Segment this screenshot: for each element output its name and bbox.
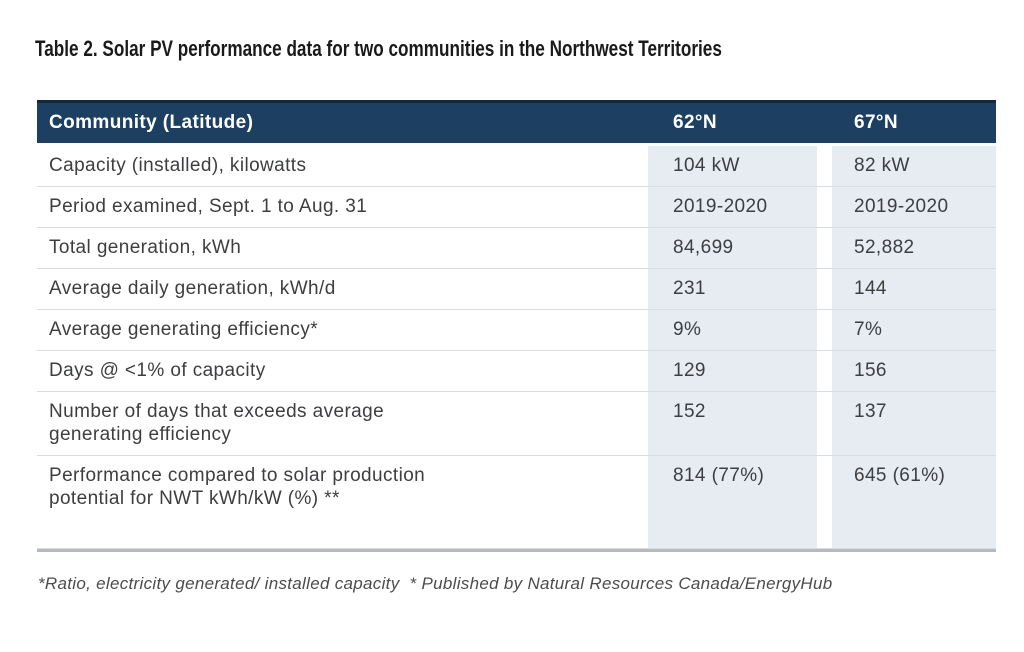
column-gap: [817, 228, 832, 268]
column-gap: [817, 187, 832, 227]
header-community-latitude: Community (Latitude): [49, 112, 254, 133]
table-row-days-below-capacity: Days @ <1% of capacity 129 156: [37, 351, 996, 392]
table-row-period: Period examined, Sept. 1 to Aug. 31 2019…: [37, 187, 996, 228]
table-caption: Table 2. Solar PV performance data for t…: [35, 36, 1024, 61]
row-value-62n: 814 (77%): [648, 456, 817, 548]
column-gap: [817, 146, 832, 186]
row-label: Number of days that exceeds average gene…: [49, 401, 385, 445]
row-label: Average daily generation, kWh/d: [49, 278, 336, 299]
row-value-62n: 104 kW: [648, 146, 817, 186]
row-value-67n: 645 (61%): [832, 456, 996, 548]
solar-pv-table: Community (Latitude) 62°N 67°N Capacity …: [37, 100, 996, 552]
row-value-62n: 129: [648, 351, 817, 391]
header-col-67n: 67°N: [854, 112, 899, 133]
table-row-total-generation: Total generation, kWh 84,699 52,882: [37, 228, 996, 269]
row-value-67n: 156: [832, 351, 996, 391]
column-gap: [817, 310, 832, 350]
row-value-62n: 231: [648, 269, 817, 309]
row-label: Average generating efficiency*: [49, 319, 319, 340]
table-row-days-exceeding-efficiency: Number of days that exceeds average gene…: [37, 392, 996, 456]
header-col-62n: 62°N: [673, 112, 718, 133]
row-label: Performance compared to solar production…: [49, 465, 426, 509]
row-value-62n: 2019-2020: [648, 187, 817, 227]
table-footnote: *Ratio, electricity generated/ installed…: [38, 574, 833, 593]
row-value-67n: 137: [832, 392, 996, 455]
row-value-62n: 9%: [648, 310, 817, 350]
column-gap: [817, 392, 832, 455]
table-row-capacity: Capacity (installed), kilowatts 104 kW 8…: [37, 146, 996, 187]
column-gap: [817, 103, 832, 143]
row-label: Days @ <1% of capacity: [49, 360, 266, 381]
table-caption-text: Table 2. Solar PV performance data for t…: [35, 36, 722, 61]
row-label: Capacity (installed), kilowatts: [49, 155, 307, 176]
row-value-67n: 2019-2020: [832, 187, 996, 227]
column-gap: [817, 456, 832, 548]
table-row-avg-daily-generation: Average daily generation, kWh/d 231 144: [37, 269, 996, 310]
row-label: Period examined, Sept. 1 to Aug. 31: [49, 196, 368, 217]
row-value-67n: 7%: [832, 310, 996, 350]
column-gap: [817, 351, 832, 391]
row-value-62n: 84,699: [648, 228, 817, 268]
column-gap: [817, 269, 832, 309]
table-header-row: Community (Latitude) 62°N 67°N: [37, 100, 996, 146]
table-row-performance-vs-potential: Performance compared to solar production…: [37, 456, 996, 549]
row-value-62n: 152: [648, 392, 817, 455]
row-value-67n: 52,882: [832, 228, 996, 268]
table-row-avg-generating-efficiency: Average generating efficiency* 9% 7%: [37, 310, 996, 351]
row-value-67n: 82 kW: [832, 146, 996, 186]
row-value-67n: 144: [832, 269, 996, 309]
row-label: Total generation, kWh: [49, 237, 242, 258]
